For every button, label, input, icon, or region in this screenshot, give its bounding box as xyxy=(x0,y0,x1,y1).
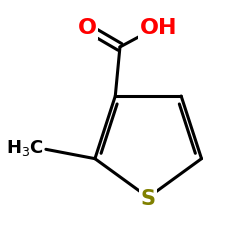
Text: OH: OH xyxy=(140,18,177,38)
Text: H$_3$C: H$_3$C xyxy=(6,138,44,158)
Text: S: S xyxy=(141,188,156,208)
Text: O: O xyxy=(78,18,97,38)
